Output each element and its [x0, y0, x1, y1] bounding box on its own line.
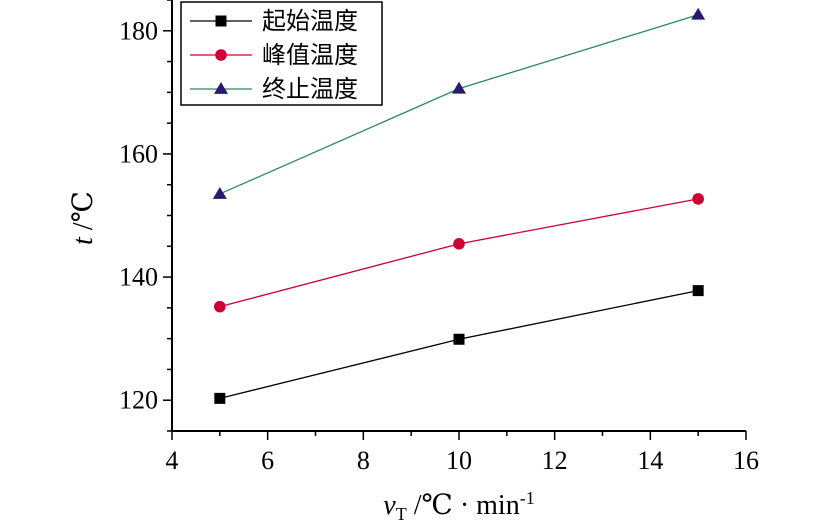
- svg-text:t /℃: t /℃: [68, 191, 99, 245]
- data-point: [453, 238, 465, 250]
- x-axis-variable-subscript: T: [396, 504, 407, 524]
- x-tick-label: 8: [357, 446, 370, 475]
- data-point: [691, 7, 706, 20]
- y-axis-variable: t: [68, 236, 99, 245]
- y-axis-unit: /℃: [68, 191, 99, 237]
- legend-item: 峰值温度: [190, 41, 358, 69]
- data-point: [692, 193, 704, 205]
- data-point: [214, 392, 226, 404]
- x-axis-unit: /℃ · min: [407, 490, 520, 521]
- legend-marker: [215, 49, 227, 61]
- y-tick-label: 140: [119, 263, 158, 292]
- legend-label: 起始温度: [262, 7, 358, 35]
- data-point: [452, 81, 466, 94]
- series-1: [214, 285, 704, 404]
- data-point: [212, 186, 227, 199]
- x-tick-label: 16: [733, 446, 759, 475]
- data-point: [692, 285, 704, 297]
- series-layer: [212, 7, 706, 404]
- x-axis-variable: v: [383, 490, 396, 521]
- data-point: [214, 300, 226, 313]
- data-point: [453, 333, 465, 345]
- legend-item: 终止温度: [190, 75, 358, 103]
- x-tick-label: 14: [637, 446, 663, 475]
- x-tick-label: 10: [446, 446, 472, 475]
- legend-marker: [215, 15, 227, 27]
- y-tick-label: 160: [119, 139, 158, 168]
- svg-text:vT /℃ · min-1: vT /℃ · min-1: [383, 488, 534, 524]
- legend-marker: [214, 82, 228, 94]
- legend-box: [180, 1, 383, 106]
- x-axis-unit-superscript: -1: [520, 488, 535, 508]
- y-tick-label: 180: [119, 16, 158, 45]
- y-axis-title: t /℃: [68, 191, 99, 245]
- y-axis-ticks: 120 140 160 180: [119, 0, 172, 432]
- legend-item: 起始温度: [190, 7, 358, 35]
- x-tick-label: 12: [542, 446, 568, 475]
- x-tick-label: 6: [261, 446, 274, 475]
- legend-label: 终止温度: [262, 75, 358, 103]
- series-line: [219, 198, 699, 308]
- x-axis-title: vT /℃ · min-1: [383, 488, 534, 524]
- x-tick-label: 4: [166, 446, 179, 475]
- series-2: [214, 193, 704, 313]
- y-tick-label: 120: [119, 386, 158, 415]
- legend-label: 峰值温度: [262, 41, 358, 69]
- series-3: [212, 7, 706, 199]
- x-axis-ticks: 4 6 8 10 12 14 16: [166, 431, 759, 475]
